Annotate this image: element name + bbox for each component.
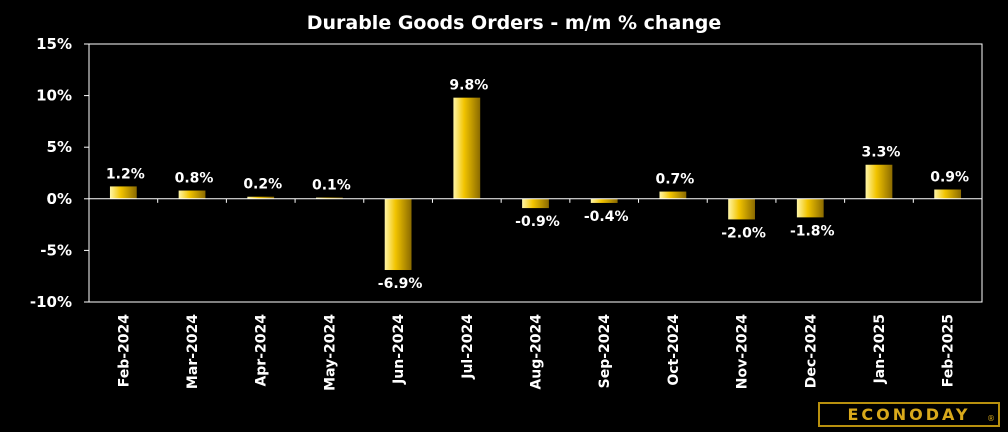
- bar: [384, 198, 412, 271]
- data-label: -1.8%: [790, 223, 835, 239]
- data-label: -0.4%: [584, 209, 629, 225]
- x-tick-label: Oct-2024: [666, 314, 682, 386]
- bar: [659, 191, 687, 199]
- econoday-logo: ECONODAY ®: [818, 402, 1000, 427]
- x-tick-label: May-2024: [322, 314, 338, 391]
- bar: [109, 186, 137, 199]
- data-label: 1.2%: [106, 166, 145, 182]
- data-labels: 1.2% 0.8% 0.2% 0.1% -6.9% 9.8% -0.9% -0.4% 0.7% -…: [106, 78, 969, 292]
- x-tick-label: Feb-2025: [941, 314, 957, 387]
- bar: [865, 164, 893, 199]
- data-label: 0.1%: [312, 178, 351, 194]
- bar: [728, 198, 755, 220]
- data-label: -2.0%: [721, 225, 766, 241]
- bar: [453, 97, 481, 199]
- bar: [796, 198, 824, 218]
- x-axis: Feb-2024 Mar-2024 Apr-2024 May-2024 Jun-2024…: [88, 198, 957, 391]
- bars-group: [109, 97, 962, 271]
- y-tick-label: -5%: [40, 241, 72, 259]
- bar: [590, 198, 618, 203]
- data-label: 0.2%: [243, 177, 282, 193]
- bar: [178, 190, 206, 199]
- y-axis: -10% -5% 0% 5% 10% 15%: [30, 35, 89, 311]
- bar: [522, 198, 549, 209]
- x-tick-label: Jun-2024: [391, 314, 407, 385]
- data-label: 3.3%: [862, 145, 901, 161]
- y-tick-label: 10%: [36, 87, 72, 105]
- plot-area-frame: [88, 43, 983, 303]
- chart-title: Durable Goods Orders - m/m % change: [307, 12, 722, 34]
- logo-text: ECONODAY: [847, 405, 971, 424]
- data-label: 0.8%: [175, 171, 214, 187]
- data-label: 9.8%: [449, 78, 488, 94]
- bar: [247, 196, 275, 199]
- logo-registered-mark: ®: [987, 414, 995, 423]
- x-tick-label: Mar-2024: [185, 314, 201, 389]
- x-tick-label: Jan-2025: [872, 314, 888, 384]
- x-tick-label: Aug-2024: [529, 314, 545, 390]
- x-tick-label: Apr-2024: [254, 314, 270, 387]
- data-label: 0.9%: [930, 170, 969, 186]
- data-label: -6.9%: [378, 276, 423, 292]
- data-label: 0.7%: [655, 172, 694, 188]
- x-tick-label: Nov-2024: [735, 314, 751, 389]
- y-tick-label: 15%: [36, 35, 72, 53]
- x-tick-label: Sep-2024: [597, 314, 613, 389]
- bar: [316, 197, 343, 199]
- y-tick-label: 5%: [47, 138, 72, 156]
- x-tick-label: Dec-2024: [803, 314, 819, 388]
- data-label: -0.9%: [515, 214, 560, 230]
- bar: [934, 189, 962, 199]
- x-tick-label: Jul-2024: [460, 314, 476, 380]
- x-tick-label: Feb-2024: [116, 314, 132, 388]
- y-tick-label: 0%: [47, 190, 72, 208]
- y-tick-label: -10%: [30, 293, 72, 311]
